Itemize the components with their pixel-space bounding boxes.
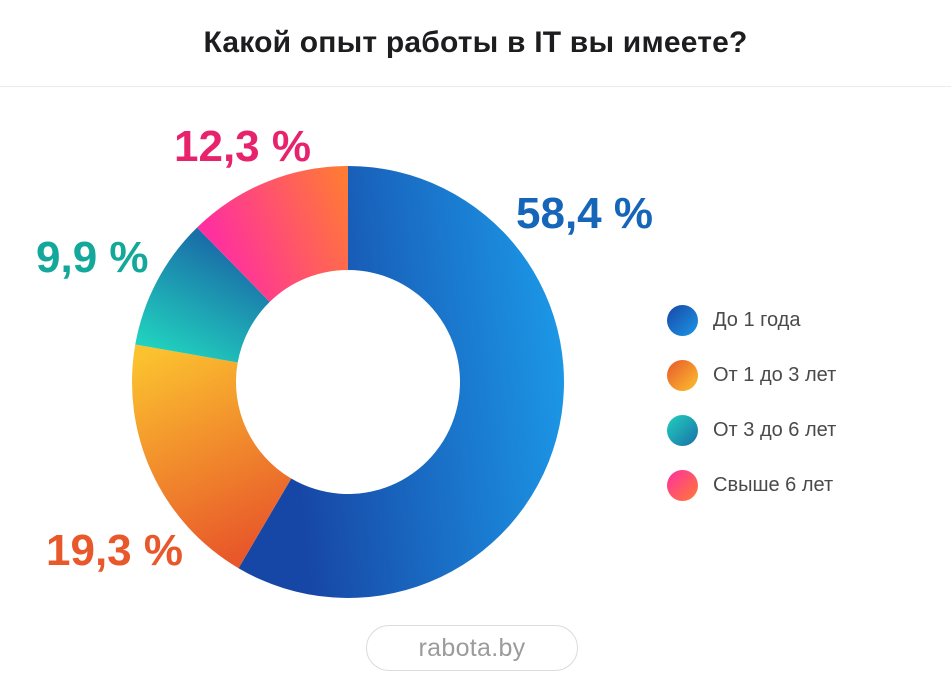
brand-badge[interactable]: rabota.by	[366, 625, 578, 671]
legend-swatch-2	[667, 360, 698, 391]
value-label-over-6-years: 12,3 %	[174, 122, 311, 171]
legend-swatch-4	[667, 470, 698, 501]
slice-up-to-1-year	[238, 166, 564, 598]
slice-3-to-6-years	[135, 227, 270, 363]
chart-title: Какой опыт работы в IT вы имеете?	[203, 26, 748, 59]
chart-legend: До 1 года От 1 до 3 лет От 3 до 6 лет Св…	[667, 293, 836, 513]
legend-label-3: От 3 до 6 лет	[713, 419, 837, 441]
legend-item-1: До 1 года	[667, 293, 836, 348]
slice-over-6-years	[197, 166, 348, 302]
title-bar: Какой опыт работы в IT вы имеете?	[0, 0, 951, 87]
legend-item-2: От 1 до 3 лет	[667, 348, 836, 403]
value-label-3-to-6-years: 9,9 %	[36, 233, 149, 282]
legend-item-3: От 3 до 6 лет	[667, 403, 836, 458]
slice-1-to-3-years	[131, 344, 292, 569]
legend-label-4: Свыше 6 лет	[713, 474, 834, 496]
legend-swatch-1	[667, 305, 698, 336]
brand-name: rabota.by	[418, 633, 526, 662]
legend-label-2: От 1 до 3 лет	[713, 364, 837, 386]
value-label-up-to-1-year: 58,4 %	[516, 189, 653, 238]
value-label-1-to-3-years: 19,3 %	[46, 526, 183, 575]
legend-label-1: До 1 года	[713, 309, 801, 331]
legend-swatch-3	[667, 415, 698, 446]
legend-item-4: Свыше 6 лет	[667, 458, 836, 513]
